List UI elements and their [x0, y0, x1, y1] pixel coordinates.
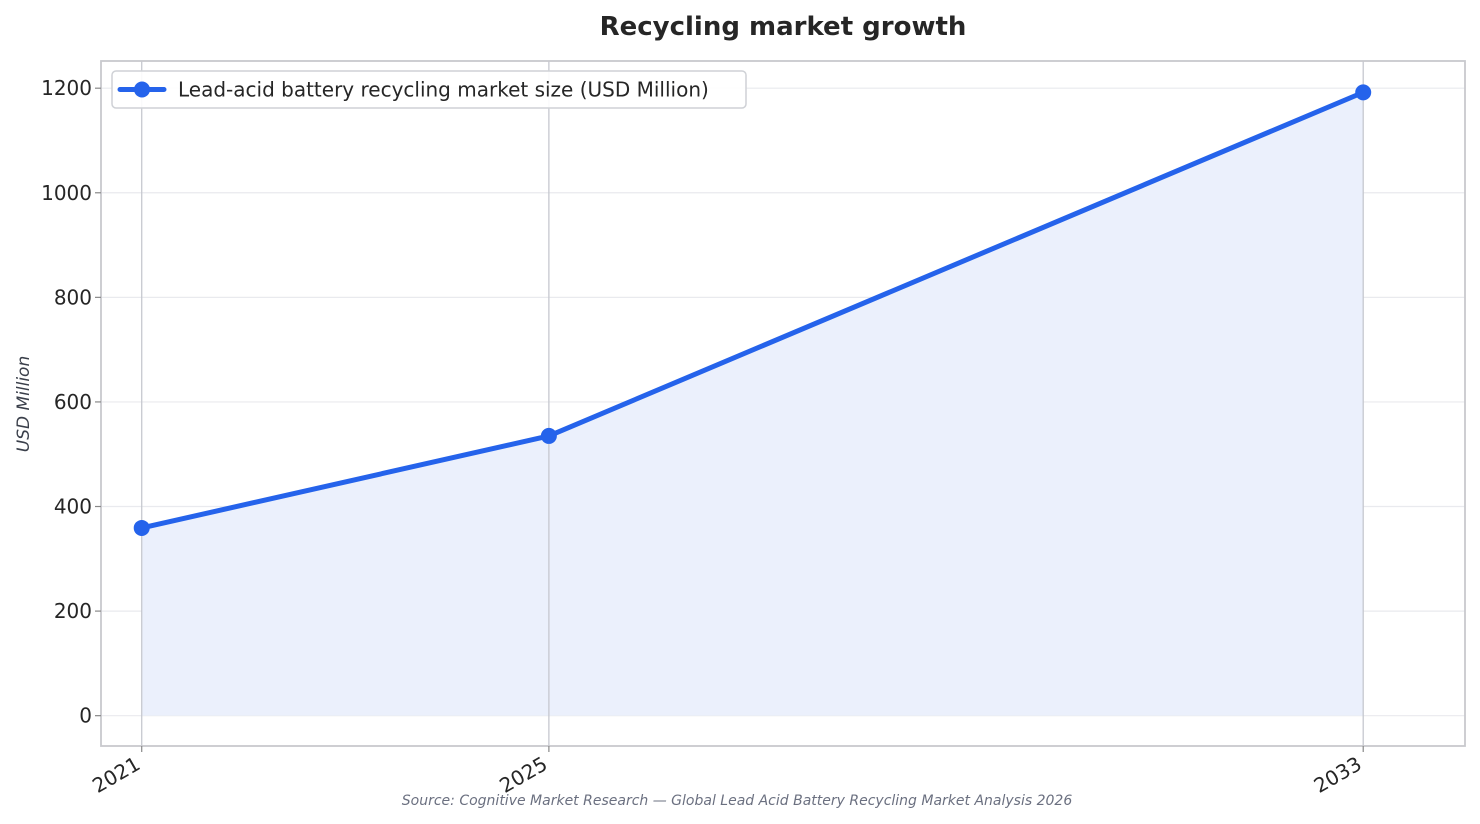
legend-marker-swatch — [134, 81, 150, 98]
series-area-fill — [141, 92, 1364, 716]
y-tick-label: 200 — [54, 599, 92, 623]
y-tick-label: 0 — [79, 704, 92, 728]
y-tick-label: 1000 — [41, 181, 92, 205]
y-axis-label: USD Million — [14, 356, 34, 452]
data-point — [540, 427, 557, 444]
legend-label: Lead-acid battery recycling market size … — [178, 78, 709, 102]
data-point — [133, 519, 150, 536]
plot-frame — [100, 60, 1466, 747]
y-tick-label: 1200 — [41, 76, 92, 100]
y-tick-label: 600 — [54, 390, 92, 414]
y-tick-label: 400 — [54, 495, 92, 519]
y-tick-label: 800 — [54, 285, 92, 309]
data-point — [1355, 84, 1372, 101]
legend-box — [111, 70, 747, 109]
chart-title: Recycling market growth — [600, 12, 967, 42]
source-note: Source: Cognitive Market Research — Glob… — [402, 793, 1073, 809]
